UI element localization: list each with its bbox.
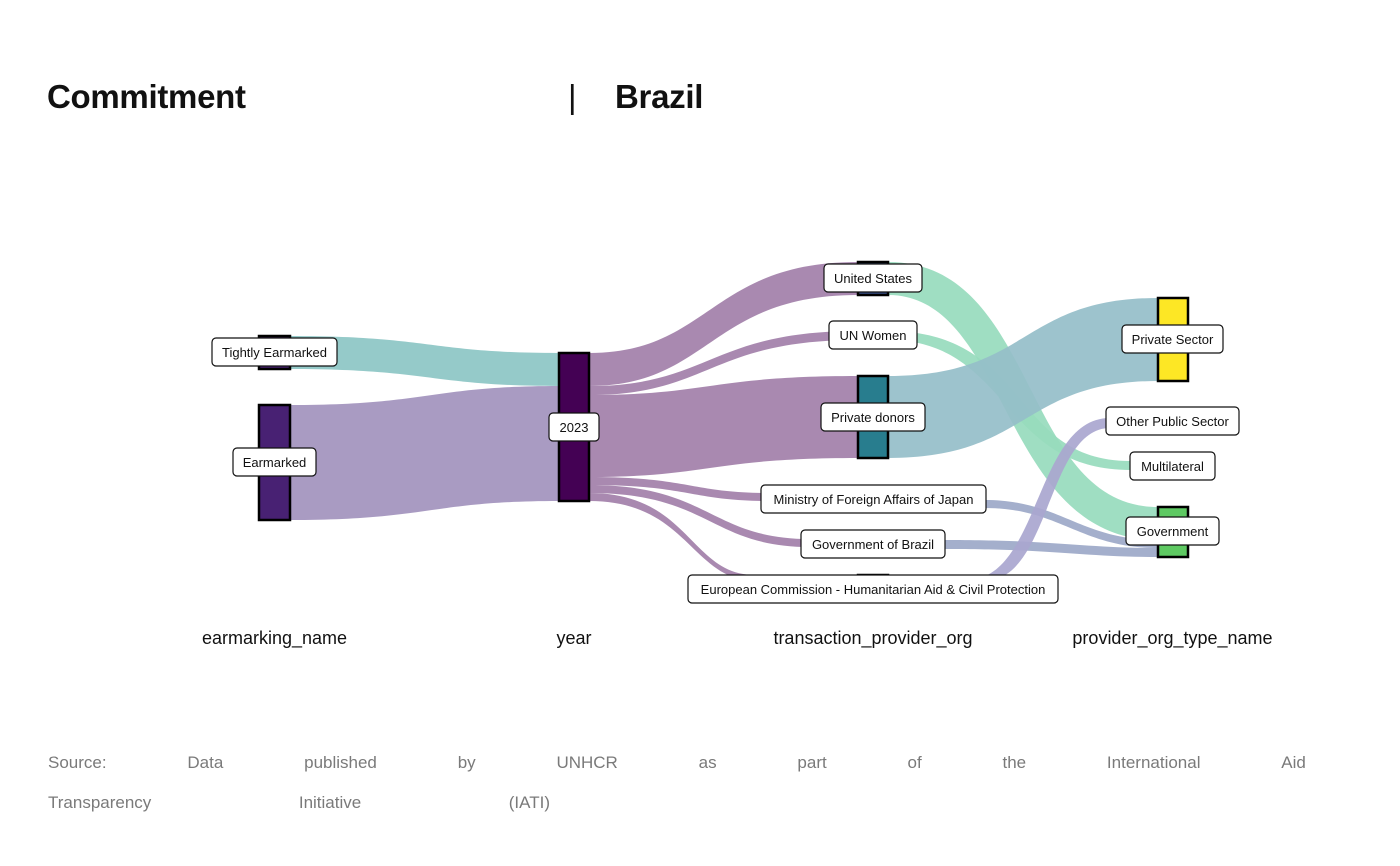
link-private-donors-to-private-sector: [888, 298, 1158, 458]
label-multilateral: Multilateral: [1129, 451, 1216, 481]
source-word: Transparency: [48, 793, 152, 812]
svg-text:Government of Brazil: Government of Brazil: [812, 537, 934, 552]
label-government: Government: [1125, 516, 1220, 546]
svg-text:Private donors: Private donors: [831, 410, 915, 425]
link-2023-to-united-states: [589, 262, 858, 386]
source-note-line-1: Source: Data published by UNHCR as part …: [48, 753, 1306, 773]
svg-text:Earmarked: Earmarked: [243, 455, 307, 470]
source-word: Source:: [48, 753, 107, 772]
source-word: Aid: [1281, 753, 1306, 772]
svg-text:Government: Government: [1137, 524, 1209, 539]
label-un-women: UN Women: [828, 320, 918, 350]
label-private-sector: Private Sector: [1121, 324, 1224, 354]
title-separator: |: [568, 78, 577, 115]
source-word: as: [698, 753, 717, 772]
link-tightly-earmarked-to-2023: [290, 336, 559, 386]
page-title: Commitment: [47, 78, 246, 115]
link-gov-brazil-to-government: [944, 540, 1158, 557]
source-word: part: [797, 753, 827, 772]
label-tightly-earmarked: Tightly Earmarked: [211, 337, 338, 367]
label-private-donors: Private donors: [820, 402, 926, 432]
source-word: published: [304, 753, 377, 772]
label-mofa-japan: Ministry of Foreign Affairs of Japan: [760, 484, 987, 514]
link-echo-to-other-public-sector: [980, 418, 1110, 580]
source-word: (IATI): [508, 793, 550, 812]
svg-text:2023: 2023: [560, 420, 589, 435]
source-word: by: [457, 753, 476, 772]
link-2023-to-private-donors: [589, 376, 858, 477]
link-2023-to-mofa-japan: [589, 477, 770, 501]
label-other-public-sector: Other Public Sector: [1105, 406, 1240, 436]
source-word: Initiative: [298, 793, 362, 812]
column-label-provider-type: provider_org_type_name: [1072, 628, 1272, 649]
column-label-provider-org: transaction_provider_org: [773, 628, 972, 649]
source-word: International: [1106, 753, 1201, 772]
column-label-year: year: [556, 628, 591, 648]
source-word: Data: [187, 753, 224, 772]
label-united-states: United States: [823, 263, 923, 293]
link-2023-to-echo: [589, 493, 760, 582]
source-word: UNHCR: [556, 753, 618, 772]
svg-text:Multilateral: Multilateral: [1141, 459, 1204, 474]
sankey-node-labels: Tightly Earmarked Earmarked 2023 United …: [211, 263, 1240, 604]
link-2023-to-un-women: [589, 331, 858, 395]
link-2023-to-gov-brazil: [589, 485, 810, 547]
label-echo: European Commission - Humanitarian Aid &…: [687, 574, 1059, 604]
country-title: Brazil: [615, 78, 704, 115]
link-earmarked-to-2023: [290, 386, 559, 520]
source-word: of: [907, 753, 922, 772]
label-2023: 2023: [548, 412, 600, 442]
column-labels: earmarking_name year transaction_provide…: [202, 628, 1273, 649]
column-label-earmarking: earmarking_name: [202, 628, 347, 649]
label-earmarked: Earmarked: [232, 447, 317, 477]
sankey-links: [290, 262, 1158, 582]
source-word: the: [1002, 753, 1027, 772]
label-gov-brazil: Government of Brazil: [800, 529, 946, 559]
svg-text:European Commission - Humanita: European Commission - Humanitarian Aid &…: [701, 582, 1046, 597]
svg-text:Tightly Earmarked: Tightly Earmarked: [222, 345, 327, 360]
source-note-line-2: Transparency Initiative (IATI): [48, 793, 550, 813]
svg-text:UN Women: UN Women: [840, 328, 907, 343]
link-mofa-japan-to-government: [985, 500, 1158, 548]
svg-text:Private Sector: Private Sector: [1132, 332, 1214, 347]
svg-text:Ministry of Foreign Affairs of: Ministry of Foreign Affairs of Japan: [774, 492, 974, 507]
svg-text:Other Public Sector: Other Public Sector: [1116, 414, 1229, 429]
svg-text:United States: United States: [834, 271, 913, 286]
